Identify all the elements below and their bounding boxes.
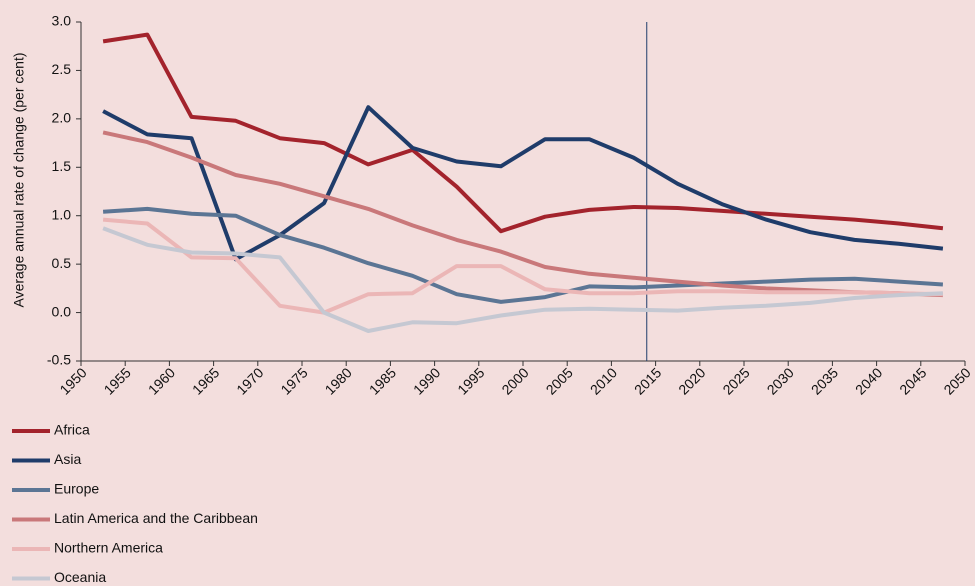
x-tick-label: 1950 [56,364,89,397]
legend-label: Latin America and the Caribbean [54,510,258,526]
x-tick-label: 1965 [189,364,222,397]
series-line [102,226,943,333]
x-tick-label: 1985 [366,364,399,397]
x-tick-label: 2025 [719,364,752,397]
series-line [102,32,944,234]
y-tick-label: 0.0 [52,303,72,319]
x-tick-label: 2000 [498,364,531,397]
legend-label: Northern America [54,540,163,556]
y-tick-label: 1.5 [52,158,72,174]
y-tick-label: 2.5 [52,61,72,77]
x-tick-label: 1955 [101,364,134,397]
x-tick-label: 2035 [808,364,841,397]
y-tick-label: 3.0 [52,13,72,29]
x-tick-label: 2040 [852,364,885,397]
series-line [102,217,943,315]
x-tick-label: 1980 [322,364,355,397]
x-tick-label: 1995 [454,364,487,397]
x-tick-label: 1960 [145,364,178,397]
y-axis-label: Average annual rate of change (per cent) [11,52,27,307]
x-tick-label: 1990 [410,364,443,397]
y-tick-label: -0.5 [47,352,71,368]
x-tick-label: 2050 [940,364,973,397]
legend-label: Oceania [54,569,106,585]
series-line [102,105,944,262]
series-line [102,130,943,298]
x-tick-label: 2015 [631,364,664,397]
x-tick-label: 2045 [896,364,929,397]
x-tick-label: 2010 [587,364,620,397]
y-tick-label: 1.0 [52,206,72,222]
x-tick-label: 1970 [233,364,266,397]
x-tick-label: 2005 [543,364,576,397]
y-tick-label: 2.0 [52,110,72,126]
x-tick-label: 1975 [277,364,310,397]
series-line [102,206,944,304]
legend-label: Europe [54,481,99,497]
y-tick-label: 0.5 [52,255,72,271]
legend-label: Asia [54,451,81,467]
x-tick-label: 2020 [675,364,708,397]
x-tick-label: 2030 [764,364,797,397]
legend-label: Africa [54,422,90,438]
